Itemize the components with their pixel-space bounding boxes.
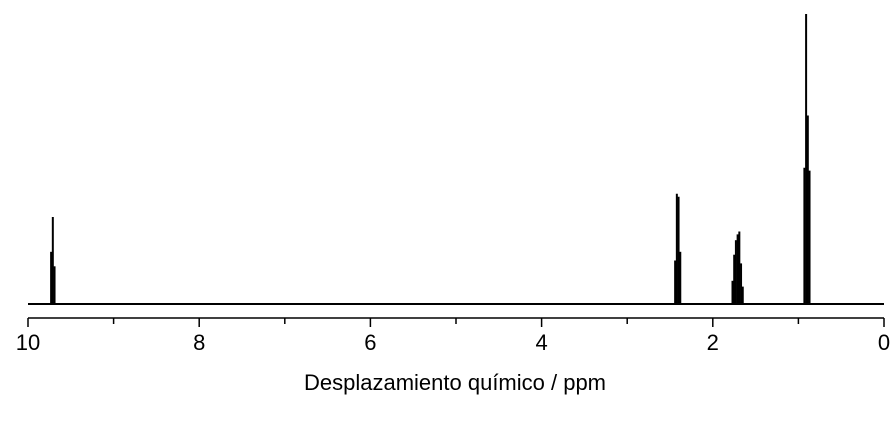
spectrum-peaks	[50, 14, 811, 304]
x-tick-label: 6	[364, 330, 376, 355]
x-tick-label: 4	[535, 330, 547, 355]
x-tick-label: 2	[707, 330, 719, 355]
x-tick-label: 0	[878, 330, 890, 355]
x-axis-ticks: 10 8 6 4 2 0	[16, 318, 890, 355]
x-tick-label: 10	[16, 330, 40, 355]
x-tick-label: 8	[193, 330, 205, 355]
x-axis-title: Desplazamiento químico / ppm	[304, 370, 606, 395]
